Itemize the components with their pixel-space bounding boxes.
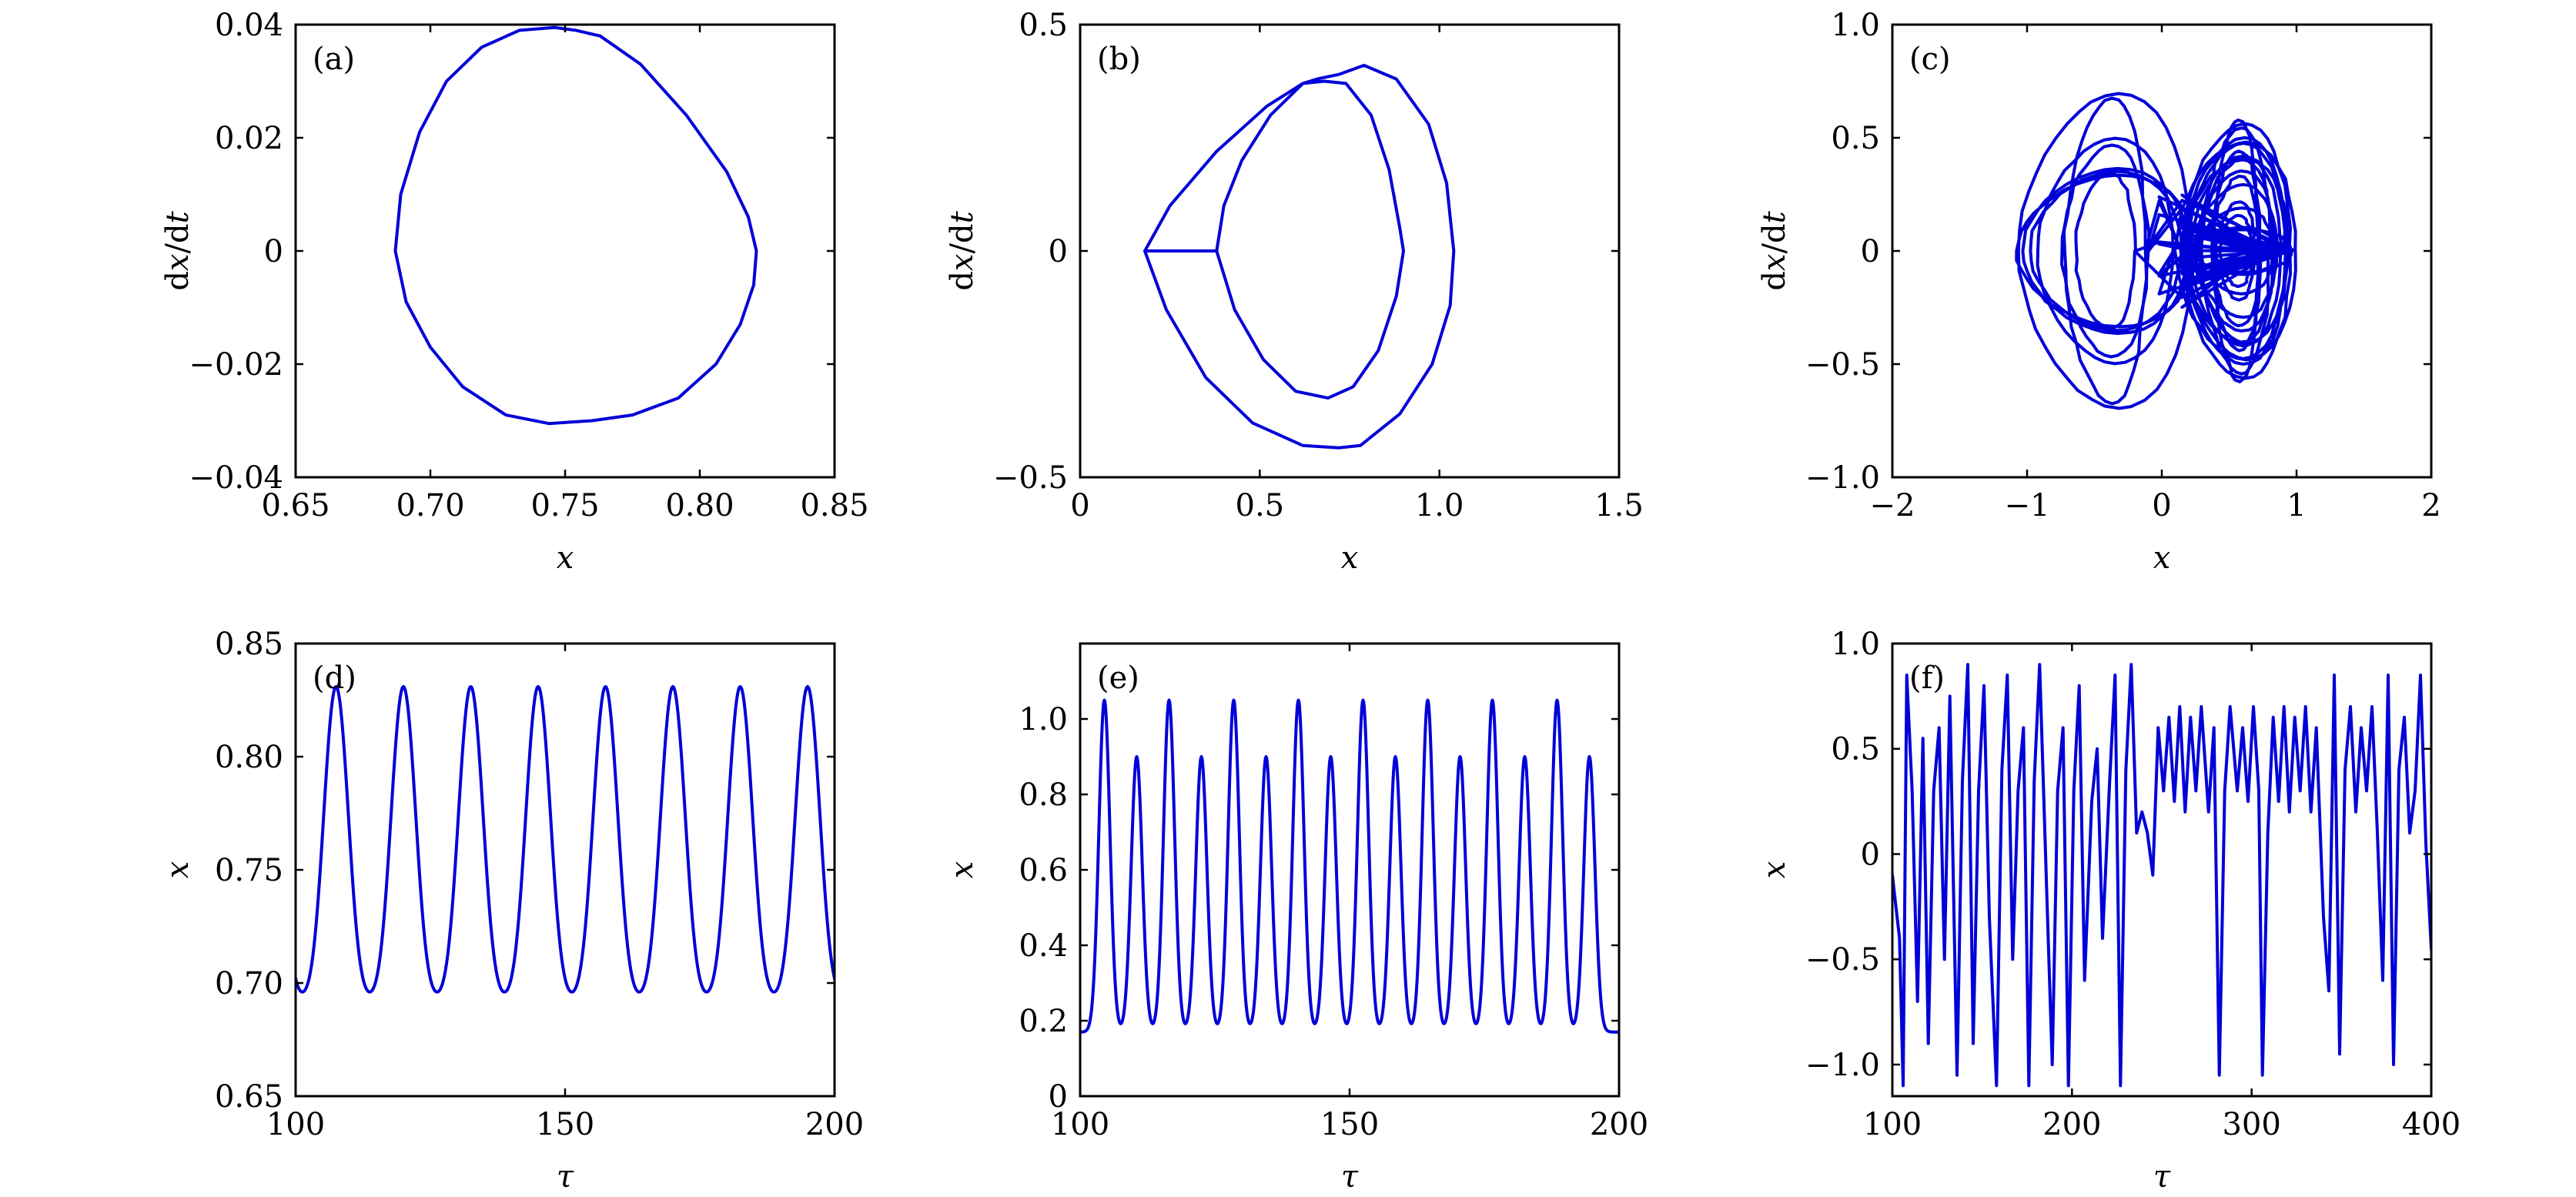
x-tick-label: 100 <box>266 1107 325 1142</box>
y-tick-label: 0.02 <box>215 121 283 156</box>
panel-f: 100 200 300 400 1.0 0.5 0 −0.5 −1.0 (f) τ x <box>1757 627 2461 1195</box>
y-tick-label: −0.5 <box>1805 347 1880 383</box>
x-tick-label: 0 <box>2152 488 2171 523</box>
y-tick-label: 0 <box>1049 1079 1068 1115</box>
x-tick-label: 300 <box>2222 1107 2280 1142</box>
y-axis-label: x <box>1757 861 1792 879</box>
y-tick-label: −0.5 <box>993 460 1068 496</box>
y-tick-label: 1.0 <box>1831 8 1880 43</box>
x-axis-label: τ <box>1341 1159 1359 1195</box>
y-tick-label: 0.8 <box>1019 777 1068 813</box>
y-tick-label: 0 <box>1861 234 1880 269</box>
x-tick-label: 1.0 <box>1415 488 1464 523</box>
y-tick-label: 0.6 <box>1019 853 1068 888</box>
panel-c: −2 −1 0 1 2 1.0 0.5 0 −0.5 −1.0 (c) x dx/dt <box>1757 8 2441 576</box>
x-tick-label: 400 <box>2402 1107 2461 1142</box>
x-tick-label: 200 <box>2042 1107 2101 1142</box>
panel-e: 100 150 200 1.0 0.8 0.6 0.4 0.2 0 (e) τ x <box>945 642 1648 1195</box>
y-tick-label: 0.70 <box>215 966 283 1001</box>
panel-d: 100 150 200 0.85 0.80 0.75 0.70 0.65 (d) τ x <box>160 627 864 1195</box>
x-tick-label: −2 <box>1870 488 1915 523</box>
x-tick-label: 150 <box>536 1107 594 1142</box>
y-axis-label: dx/dt <box>160 210 196 290</box>
y-tick-label: 0.04 <box>215 8 283 43</box>
x-tick-label: 150 <box>1320 1107 1379 1142</box>
panel-label: (b) <box>1097 42 1141 77</box>
y-tick-label: 0.4 <box>1019 928 1068 964</box>
y-tick-label: 0.65 <box>215 1079 283 1115</box>
series-line <box>1892 663 2431 1088</box>
x-tick-label: 2 <box>2421 488 2441 523</box>
x-tick-label: 0.65 <box>261 488 330 523</box>
x-tick-label: −1 <box>2005 488 2050 523</box>
series-line <box>1080 698 1619 1034</box>
panel-label: (e) <box>1097 660 1139 696</box>
x-tick-label: 0.5 <box>1236 488 1285 523</box>
y-tick-label: −1.0 <box>1805 460 1880 496</box>
panel-b: 0 0.5 1.0 1.50.50−0.5(b)xdx/dt <box>945 8 1644 576</box>
y-tick-label: −0.02 <box>189 347 283 383</box>
y-tick-label: 0 <box>1049 234 1068 269</box>
x-axis-label: x <box>1341 540 1359 576</box>
x-tick-label: 1 <box>2287 488 2306 523</box>
y-tick-label: 0.2 <box>1019 1004 1068 1039</box>
x-axis-label: x <box>2153 540 2171 576</box>
x-tick-label: 200 <box>805 1107 864 1142</box>
y-tick-label: 0 <box>1861 837 1880 872</box>
panel-a: 0.65 0.70 0.75 0.80 0.85 0.04 0.02 0 −0.02 −0.04 (… <box>160 8 869 576</box>
x-tick-label: 0.80 <box>665 488 734 523</box>
y-tick-label: 1.0 <box>1019 702 1068 737</box>
y-tick-label: −0.5 <box>1805 942 1880 978</box>
y-tick-label: 1.0 <box>1831 627 1880 662</box>
plot-frame <box>294 23 836 479</box>
plot-frame <box>1891 642 2433 1098</box>
series-line <box>1143 63 1456 450</box>
y-axis-label: dx/dt <box>1757 210 1792 290</box>
y-axis-label: dx/dt <box>945 210 980 290</box>
panel-label: (a) <box>313 42 355 77</box>
x-tick-label: 0.75 <box>530 488 599 523</box>
y-axis-label: x <box>160 861 196 879</box>
plot-frame <box>294 642 836 1098</box>
y-tick-label: 0.85 <box>215 627 283 662</box>
x-tick-label: 100 <box>1051 1107 1109 1142</box>
y-tick-label: 0.80 <box>215 740 283 775</box>
y-tick-label: 0.5 <box>1019 8 1068 43</box>
y-tick-label: −0.04 <box>189 460 283 496</box>
panel-label: (d) <box>313 660 356 696</box>
x-tick-label: 0.70 <box>396 488 464 523</box>
y-tick-label: 0.75 <box>215 853 283 888</box>
y-tick-label: 0.5 <box>1831 121 1880 156</box>
x-tick-label: 200 <box>1590 1107 1648 1142</box>
y-tick-label: −1.0 <box>1805 1048 1880 1083</box>
x-tick-label: 1.5 <box>1594 488 1644 523</box>
series-line <box>393 25 758 426</box>
panel-label: (c) <box>1909 42 1951 77</box>
series-line <box>296 684 835 994</box>
series-line <box>2015 92 2297 410</box>
x-tick-label: 100 <box>1863 1107 1922 1142</box>
x-axis-label: τ <box>557 1159 574 1195</box>
y-tick-label: 0 <box>264 234 283 269</box>
y-axis-label: x <box>945 861 980 879</box>
y-tick-label: 0.5 <box>1831 732 1880 767</box>
panel-label: (f) <box>1909 660 1945 696</box>
x-axis-label: τ <box>2153 1159 2171 1195</box>
x-axis-label: x <box>557 540 574 576</box>
x-tick-label: 0.85 <box>800 488 868 523</box>
x-tick-label: 0 <box>1070 488 1089 523</box>
plot-frame <box>1891 23 2433 479</box>
